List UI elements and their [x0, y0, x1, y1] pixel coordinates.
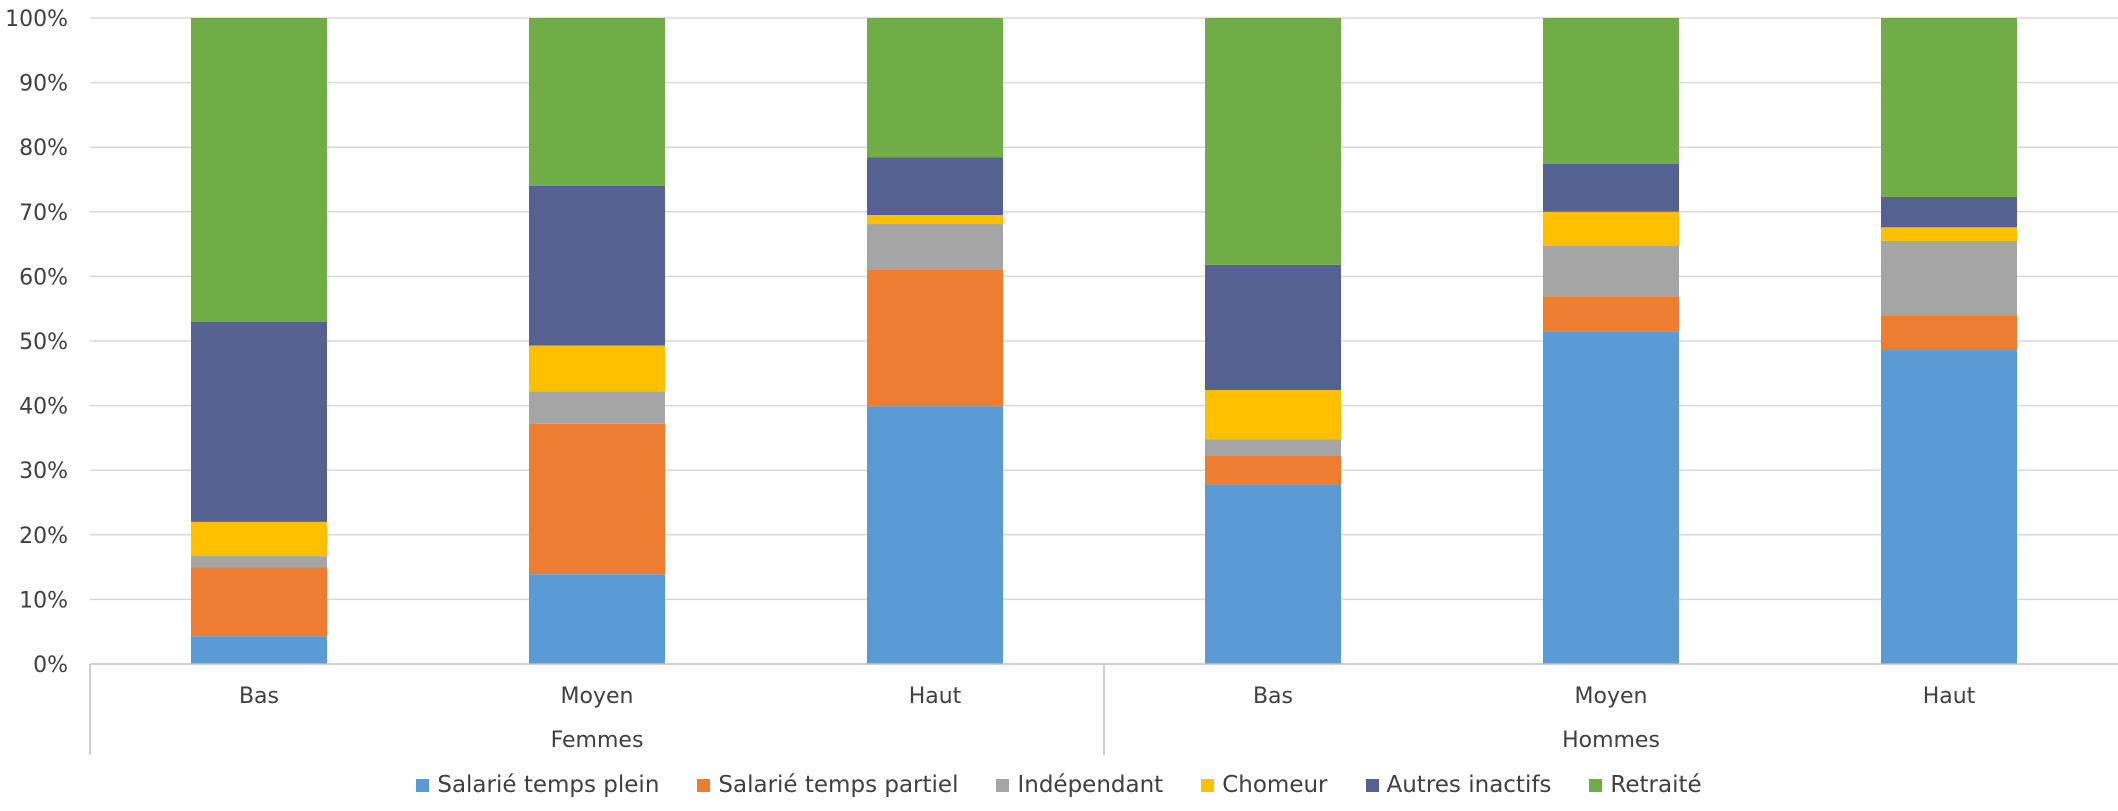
y-tick-label: 90% — [19, 72, 68, 97]
bar-segment — [529, 574, 665, 664]
bar-segment — [1881, 315, 2017, 351]
bar-segment — [867, 18, 1003, 158]
bar-segment — [529, 185, 665, 346]
bar-segment — [1205, 18, 1341, 265]
group-label: Hommes — [1562, 728, 1660, 753]
legend-label: Chomeur — [1222, 772, 1328, 798]
y-tick-label: 10% — [19, 588, 68, 613]
legend-swatch — [1201, 778, 1215, 792]
legend-item: Retraité — [1589, 772, 1702, 798]
bar-segment — [1205, 484, 1341, 664]
y-tick-label: 20% — [19, 524, 68, 549]
x-tick-label: Bas — [1253, 684, 1293, 709]
bar-segment — [1881, 227, 2017, 241]
bar-segment — [529, 18, 665, 186]
y-tick-label: 0% — [33, 653, 68, 678]
bar-segment — [529, 345, 665, 392]
bar-segment — [1205, 264, 1341, 391]
legend-item: Salarié temps partiel — [697, 772, 958, 798]
bar-segment — [867, 269, 1003, 407]
legend-label: Retraité — [1610, 772, 1702, 798]
bar-segment — [1881, 350, 2017, 664]
x-tick-label: Bas — [239, 684, 279, 709]
bar-segment — [191, 321, 327, 522]
bar-segment — [1881, 196, 2017, 228]
legend-label: Indépendant — [1017, 772, 1164, 798]
legend: Salarié temps plein Salarié temps partiel… — [0, 772, 2118, 798]
legend-item: Autres inactifs — [1365, 772, 1552, 798]
y-tick-label: 50% — [19, 330, 68, 355]
bar-segment — [867, 215, 1003, 225]
y-tick-label: 70% — [19, 201, 68, 226]
legend-swatch — [996, 778, 1010, 792]
bar-segment — [1543, 296, 1679, 332]
legend-label: Autres inactifs — [1386, 772, 1552, 798]
bar-segment — [1205, 455, 1341, 485]
bar-segment — [191, 556, 327, 568]
bar-segment — [1543, 18, 1679, 164]
legend-label: Salarié temps plein — [437, 772, 660, 798]
x-tick-label: Moyen — [561, 684, 634, 709]
bar-segment — [1881, 240, 2017, 316]
bar-segment — [1205, 439, 1341, 456]
bar-segment — [191, 636, 327, 664]
bar-segment — [529, 391, 665, 424]
legend-item: Chomeur — [1201, 772, 1328, 798]
bar-segment — [867, 406, 1003, 664]
bar-segment — [529, 423, 665, 575]
legend-swatch — [1365, 778, 1379, 792]
y-tick-label: 40% — [19, 395, 68, 420]
bar-segment — [1543, 246, 1679, 297]
legend-item: Salarié temps plein — [416, 772, 659, 798]
y-tick-label: 60% — [19, 265, 68, 290]
bar-segment — [1881, 18, 2017, 197]
legend-label: Salarié temps partiel — [718, 772, 959, 798]
bar-segment — [191, 18, 327, 322]
bar-segment — [867, 157, 1003, 216]
x-tick-label: Moyen — [1575, 684, 1648, 709]
y-tick-label: 80% — [19, 136, 68, 161]
bar-segment — [1543, 211, 1679, 247]
legend-swatch — [697, 778, 711, 792]
x-tick-label: Haut — [909, 684, 962, 709]
bar-segment — [1205, 390, 1341, 440]
y-tick-label: 100% — [5, 7, 68, 32]
group-label: Femmes — [551, 728, 644, 753]
bar-segment — [191, 567, 327, 637]
legend-swatch — [1589, 778, 1603, 792]
bar-segment — [867, 224, 1003, 270]
bar-segment — [1543, 163, 1679, 212]
x-tick-label: Haut — [1923, 684, 1976, 709]
bar-segment — [1543, 331, 1679, 664]
legend-item: Indépendant — [996, 772, 1163, 798]
bar-segment — [191, 521, 327, 557]
legend-swatch — [416, 778, 430, 792]
y-tick-label: 30% — [19, 459, 68, 484]
